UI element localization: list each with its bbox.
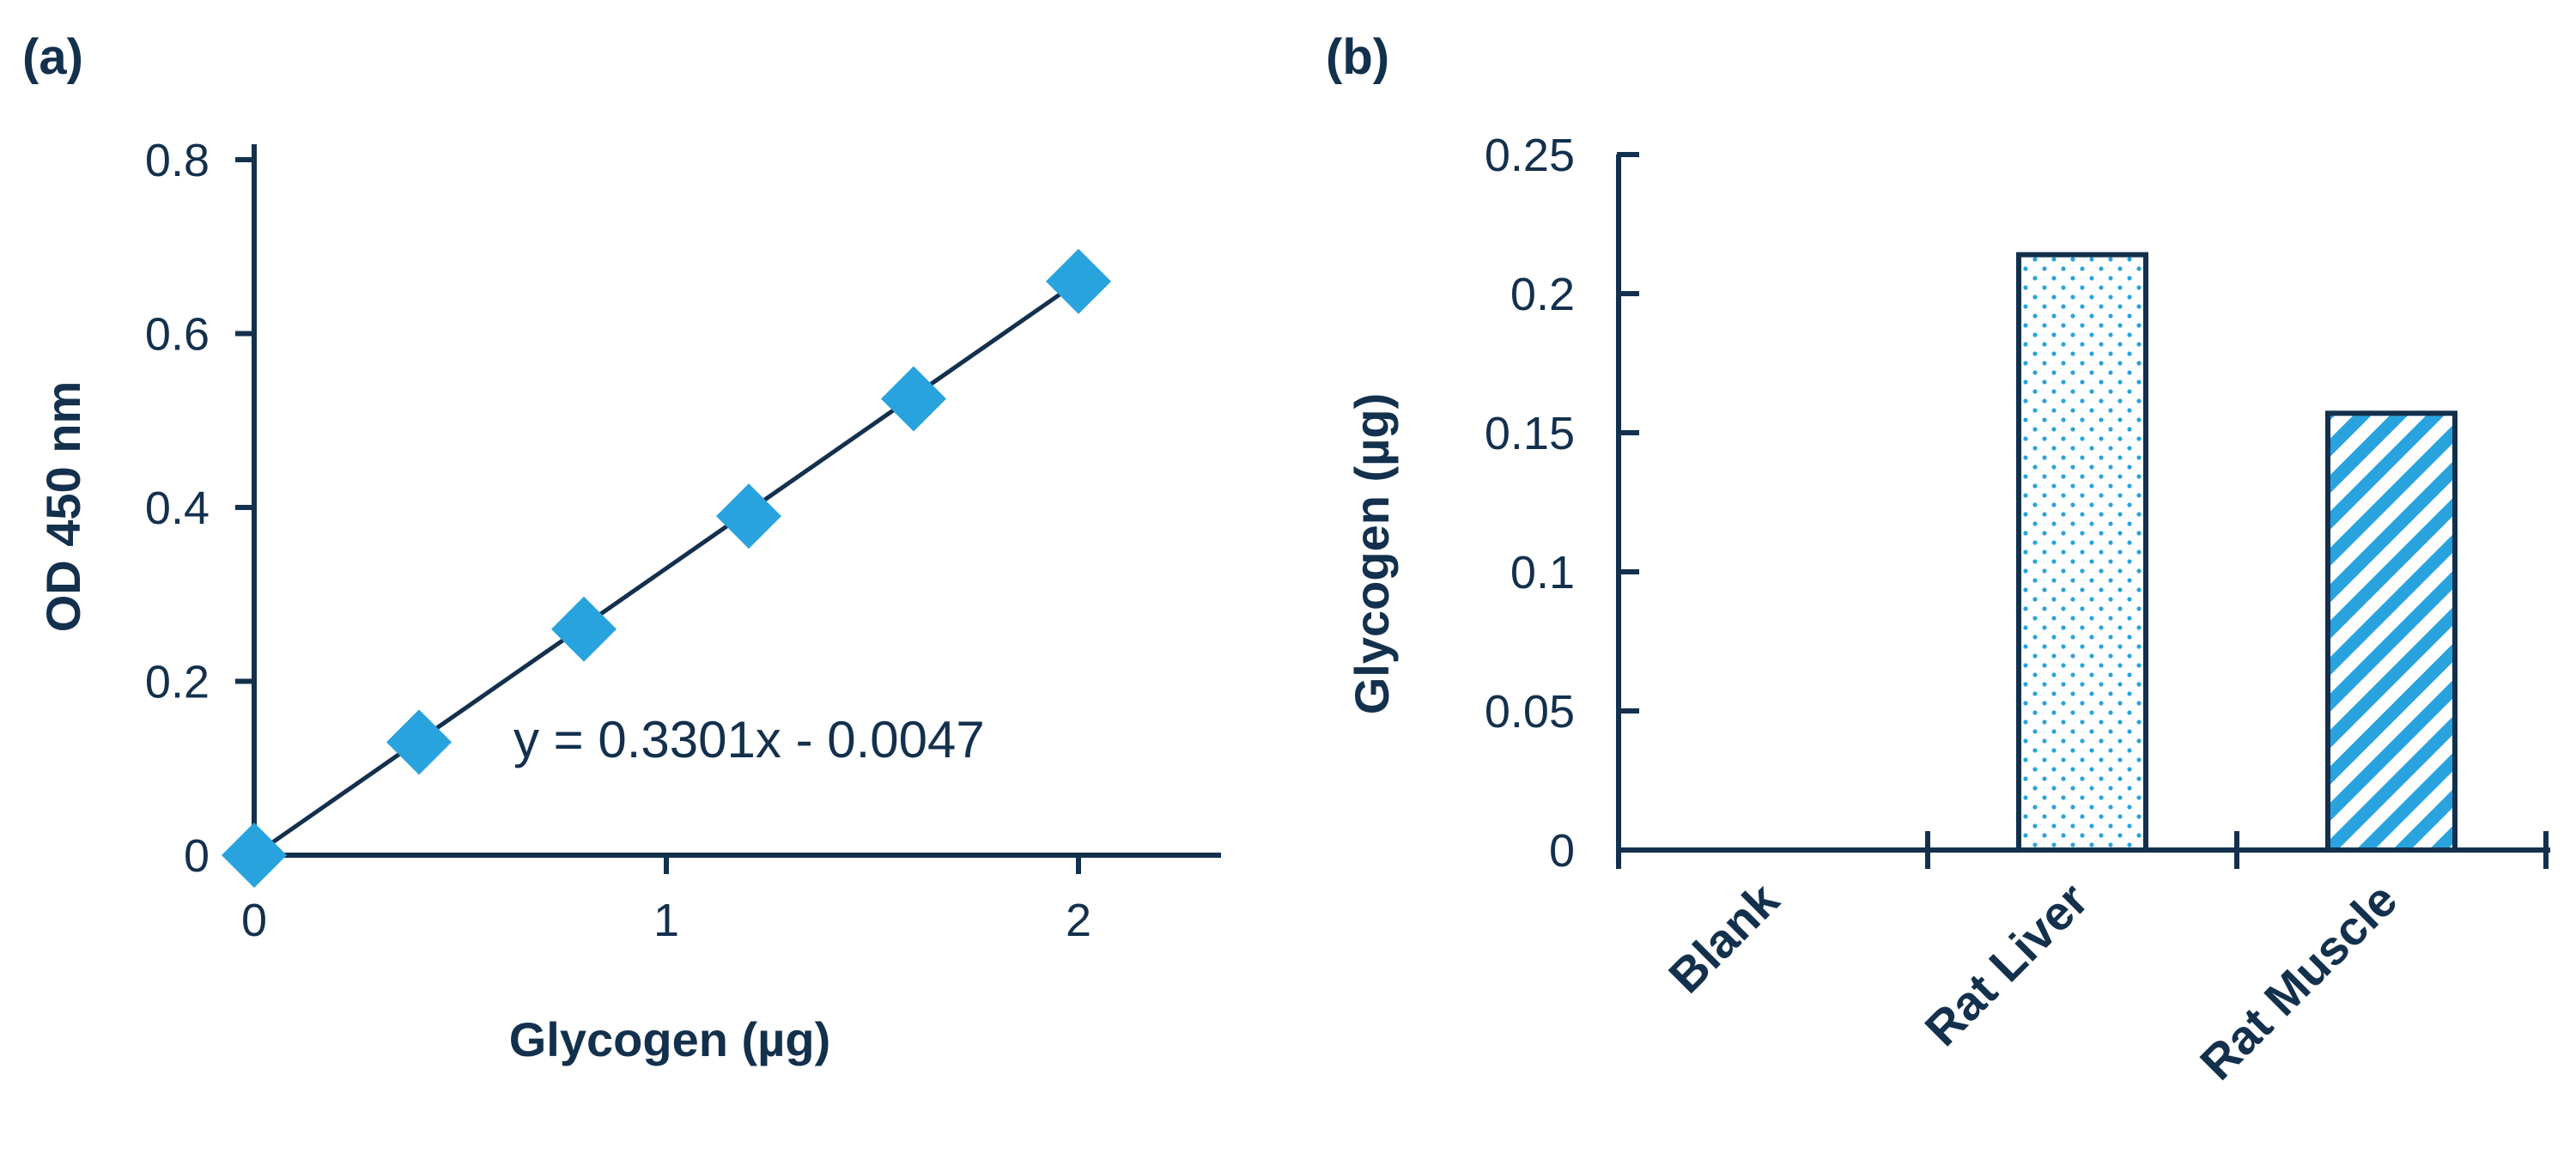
panel-a-standard-curve: (a) 0 0.2 0.4 0.6 0.8 0 1 2 y = 0.3301x - 0.004… bbox=[22, 29, 1221, 1066]
panel-b-y-tick-label: 0 bbox=[1549, 825, 1575, 877]
panel-b-y-tick-label: 0.05 bbox=[1485, 686, 1575, 738]
panel-b-category-label: Rat Muscle bbox=[2190, 872, 2408, 1090]
panel-a-y-tick-label: 0 bbox=[184, 830, 210, 882]
panel-a-y-tick-label: 0.8 bbox=[145, 135, 210, 186]
panel-a-x-axis-title: Glycogen (µg) bbox=[509, 1012, 831, 1066]
panel-a-data-point bbox=[386, 709, 452, 775]
panel-a-data-point bbox=[716, 483, 781, 550]
panel-b-y-tick-label: 0.1 bbox=[1510, 547, 1575, 598]
panel-b-y-tick-label: 0.2 bbox=[1510, 269, 1575, 320]
panel-a-trendline-group bbox=[252, 279, 1080, 858]
panel-a-x-tick-label: 2 bbox=[1066, 895, 1091, 946]
panel-b-y-tick-label: 0.15 bbox=[1485, 408, 1575, 459]
trendline-equation: y = 0.3301x - 0.0047 bbox=[513, 711, 985, 768]
panel-b-category-labels: Blank Rat Liver Rat Muscle bbox=[1658, 871, 2407, 1090]
panel-b-bar bbox=[2016, 252, 2148, 853]
panel-a-ticks: 0 0.2 0.4 0.6 0.8 0 1 2 bbox=[145, 135, 1091, 946]
panel-b-bars bbox=[2016, 252, 2458, 853]
panel-b-label: (b) bbox=[1326, 29, 1389, 85]
panel-b-ticks: 0 0.05 0.1 0.15 0.2 0.25 bbox=[1485, 130, 2549, 877]
panel-b-bar bbox=[2325, 410, 2458, 853]
panel-a-data-point bbox=[551, 596, 617, 662]
panel-a-label: (a) bbox=[22, 29, 83, 85]
panel-b-y-tick-label: 0.25 bbox=[1485, 130, 1575, 181]
panel-a-axes bbox=[252, 144, 1221, 858]
panel-b-category-label: Rat Liver bbox=[1914, 872, 2098, 1056]
panel-a-x-tick-label: 1 bbox=[653, 895, 679, 946]
panel-b-y-axis-title: Glycogen (µg) bbox=[1345, 393, 1399, 715]
panel-a-points bbox=[222, 248, 1111, 888]
panel-a-data-point bbox=[1046, 248, 1111, 314]
panel-b-category-label: Blank bbox=[1658, 871, 1789, 1003]
panel-a-y-tick-label: 0.2 bbox=[145, 657, 210, 708]
panel-a-data-point bbox=[881, 366, 946, 432]
panel-b-sample-bars: (b) 0 0.05 0.1 0.15 0.2 0.25 Blank Rat Liver Ra… bbox=[1326, 29, 2550, 1090]
panel-a-x-tick-label: 0 bbox=[241, 895, 267, 946]
panel-a-y-tick-label: 0.4 bbox=[145, 483, 210, 534]
panel-a-data-point bbox=[222, 823, 287, 888]
panel-a-y-axis-title: OD 450 nm bbox=[36, 381, 90, 633]
panel-a-y-tick-label: 0.6 bbox=[145, 309, 210, 361]
panel-a-trendline bbox=[252, 279, 1080, 858]
